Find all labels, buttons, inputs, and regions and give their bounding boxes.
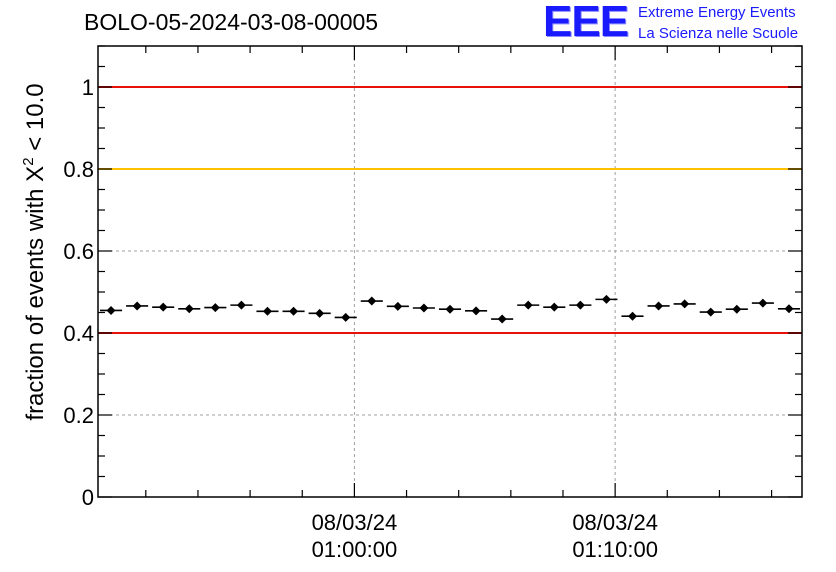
- grid-layer: [98, 46, 802, 497]
- data-point-marker: [158, 302, 168, 312]
- data-point-marker: [106, 305, 116, 315]
- reference-lines: [98, 86, 802, 334]
- data-point-marker: [471, 306, 481, 316]
- y-tick-label: 0: [82, 485, 94, 510]
- y-tick-label: 0.8: [63, 157, 94, 182]
- data-point: [725, 304, 748, 314]
- data-point-marker: [262, 306, 272, 316]
- data-point-marker: [236, 300, 246, 310]
- y-tick-label: 0.4: [63, 321, 94, 346]
- data-point: [438, 304, 462, 314]
- data-point-marker: [419, 303, 429, 313]
- data-point: [178, 304, 201, 314]
- data-point: [256, 306, 279, 316]
- data-point: [386, 301, 409, 311]
- data-point: [777, 304, 800, 314]
- chart-title: BOLO-05-2024-03-08-00005: [84, 9, 379, 35]
- data-point-marker: [628, 311, 638, 321]
- data-point-marker: [210, 303, 220, 313]
- data-point: [412, 303, 435, 313]
- data-point: [543, 302, 566, 312]
- y-tick-label: 0.2: [63, 403, 94, 428]
- data-point-marker: [184, 304, 194, 314]
- data-point: [647, 301, 670, 311]
- data-point: [751, 298, 774, 308]
- data-point-marker: [367, 296, 377, 306]
- data-point: [360, 296, 383, 306]
- data-point-marker: [549, 302, 559, 312]
- y-tick-label: 0.6: [63, 239, 94, 264]
- data-point-marker: [784, 304, 794, 314]
- x-tick-label-date: 08/03/24: [312, 510, 398, 535]
- data-point: [595, 294, 618, 304]
- data-point-marker: [654, 301, 664, 311]
- data-point: [491, 314, 514, 324]
- data-point-marker: [132, 301, 142, 311]
- data-point-marker: [341, 312, 351, 322]
- data-point-marker: [497, 314, 507, 324]
- x-tick-label-date: 08/03/24: [572, 510, 658, 535]
- data-point-marker: [680, 299, 690, 309]
- data-point: [152, 302, 175, 312]
- x-tick-label-time: 01:00:00: [312, 537, 398, 562]
- x-tick-label-time: 01:10:00: [572, 537, 658, 562]
- data-point-marker: [732, 304, 742, 314]
- data-point-marker: [523, 300, 533, 310]
- data-point-marker: [601, 294, 611, 304]
- data-point: [334, 312, 357, 322]
- plot-frame: [97, 45, 803, 498]
- logo-line-1: Extreme Energy Events: [638, 4, 796, 21]
- eee-logo: EEE Extreme Energy Events La Scienza nel…: [543, 0, 833, 46]
- data-point: [569, 300, 592, 310]
- data-point: [230, 300, 253, 310]
- data-point: [673, 299, 696, 309]
- data-point: [126, 301, 149, 311]
- data-point: [100, 305, 123, 315]
- data-points: [100, 294, 800, 324]
- eee-logo-mark: EEE: [543, 0, 629, 46]
- axes: 00.20.40.60.8108/03/2401:00:0008/03/2401…: [63, 45, 803, 562]
- data-point: [204, 303, 227, 313]
- logo-line-2: La Scienza nelle Scuole: [638, 25, 799, 42]
- data-point-marker: [393, 301, 403, 311]
- data-point: [465, 306, 488, 316]
- data-point-marker: [706, 307, 716, 317]
- data-point-marker: [315, 308, 325, 318]
- data-point: [308, 308, 331, 318]
- data-point-marker: [758, 298, 768, 308]
- data-point-marker: [575, 300, 585, 310]
- data-point: [699, 307, 722, 317]
- data-point: [282, 306, 305, 316]
- data-point: [517, 300, 540, 310]
- y-tick-label: 1: [82, 75, 94, 100]
- data-point-marker: [445, 304, 455, 314]
- data-point: [621, 311, 644, 321]
- data-point-marker: [289, 306, 299, 316]
